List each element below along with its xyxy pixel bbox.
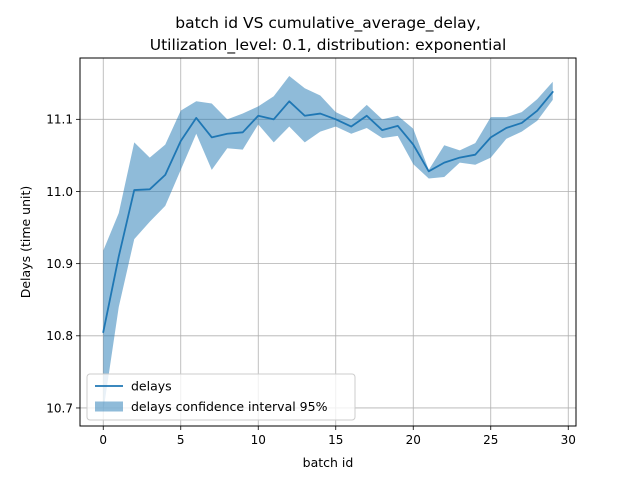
y-tick-label-1: 10.8 [46,329,73,343]
x-tick-label-3: 15 [328,433,343,447]
x-axis-label: batch id [303,455,354,470]
legend: delays delays confidence interval 95% [87,374,355,420]
legend-band-swatch [95,402,123,412]
x-tick-label-1: 5 [177,433,185,447]
y-axis-label: Delays (time unit) [18,186,33,299]
x-tick-label-2: 10 [251,433,266,447]
y-tick-label-3: 11.0 [46,185,73,199]
y-tick-label-2: 10.9 [46,257,73,271]
chart-title-line-2: Utilization_level: 0.1, distribution: ex… [150,36,507,55]
x-tick-label-4: 20 [406,433,421,447]
x-tick-label-0: 0 [99,433,107,447]
x-tick-label-5: 25 [483,433,498,447]
legend-label-delays: delays [131,379,172,394]
chart-title-line-1: batch id VS cumulative_average_delay, [175,14,481,33]
legend-label-confidence-interval: delays confidence interval 95% [131,399,328,414]
y-tick-label-0: 10.7 [46,401,73,415]
y-tick-label-4: 11.1 [46,113,73,127]
x-tick-label-6: 30 [561,433,576,447]
